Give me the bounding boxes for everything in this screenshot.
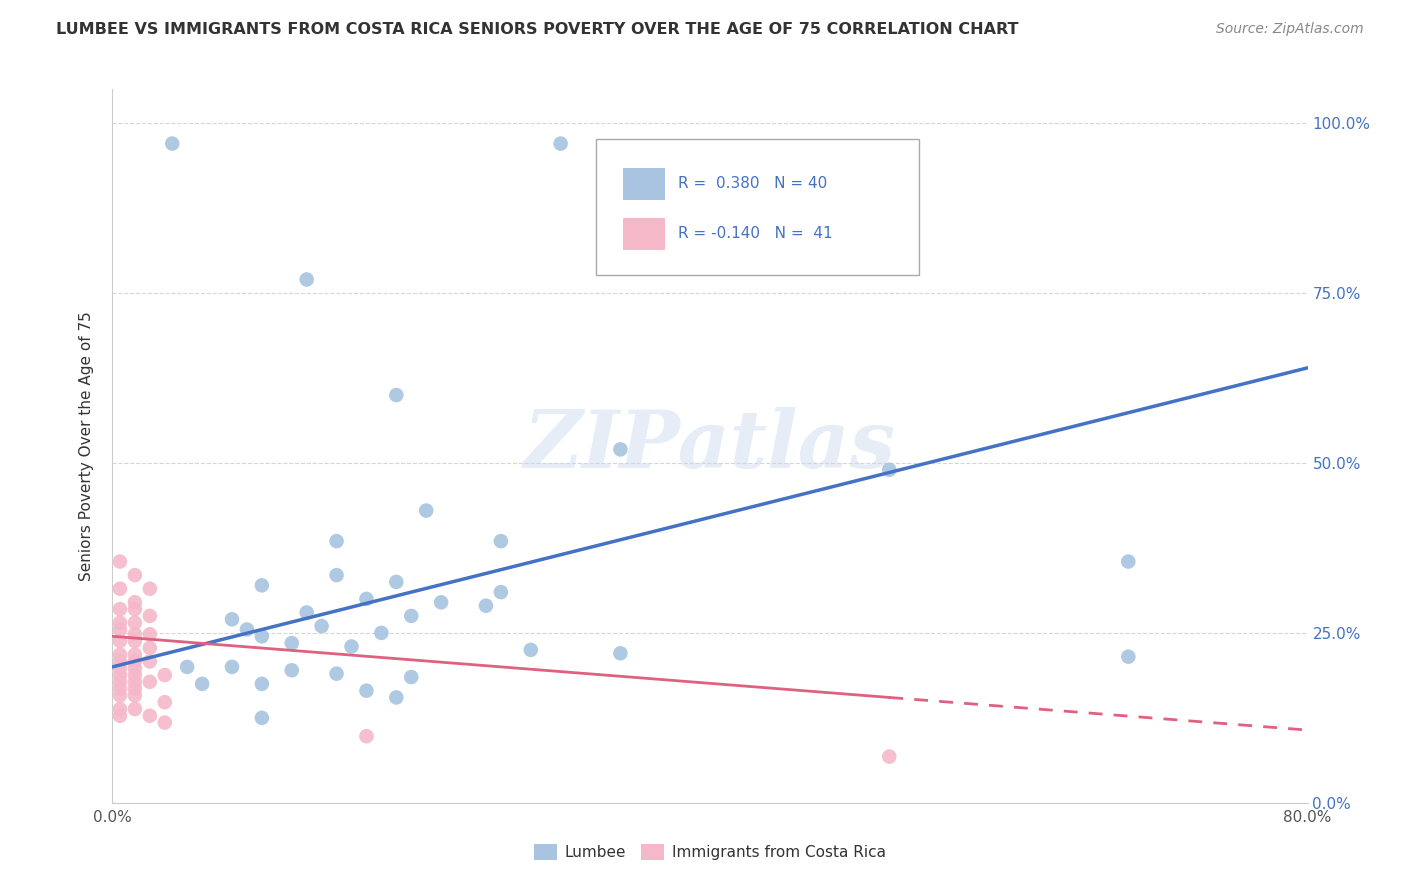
Point [108, 634, 131, 648]
Point [162, 136, 183, 151]
Point [108, 615, 131, 630]
Point [108, 661, 131, 675]
Point [191, 677, 214, 691]
Point [108, 555, 131, 569]
Point [108, 602, 131, 616]
Point [879, 463, 901, 477]
Point [124, 655, 146, 669]
Point [108, 681, 131, 696]
Point [139, 674, 162, 689]
Point [221, 612, 243, 626]
Point [124, 602, 146, 616]
Point [401, 670, 423, 684]
Text: R = -0.140   N =  41: R = -0.140 N = 41 [678, 226, 832, 241]
Point [370, 626, 392, 640]
Point [124, 634, 146, 648]
Point [108, 708, 131, 723]
Point [295, 606, 318, 620]
Point [124, 668, 146, 682]
Point [124, 615, 146, 630]
Point [609, 442, 631, 457]
Point [124, 648, 146, 662]
Legend: Lumbee, Immigrants from Costa Rica: Lumbee, Immigrants from Costa Rica [529, 838, 891, 866]
Point [1118, 555, 1140, 569]
Point [489, 534, 512, 549]
Point [124, 627, 146, 641]
Text: ZIPatlas: ZIPatlas [524, 408, 896, 484]
Y-axis label: Seniors Poverty Over the Age of 75: Seniors Poverty Over the Age of 75 [79, 311, 94, 581]
Text: R =  0.380   N = 40: R = 0.380 N = 40 [678, 176, 827, 191]
Point [250, 711, 273, 725]
Point [879, 749, 901, 764]
Point [356, 729, 378, 743]
Point [250, 578, 273, 592]
Point [108, 582, 131, 596]
Point [385, 690, 408, 705]
Point [609, 646, 631, 660]
Point [153, 695, 176, 709]
Point [430, 595, 453, 609]
Point [325, 666, 347, 681]
Point [108, 668, 131, 682]
Point [139, 627, 162, 641]
Point [295, 272, 318, 286]
Point [221, 660, 243, 674]
Point [385, 388, 408, 402]
Point [139, 640, 162, 655]
Bar [623, 168, 665, 200]
Point [139, 655, 162, 669]
Point [1326, 136, 1348, 151]
FancyBboxPatch shape [596, 139, 920, 275]
Text: LUMBEE VS IMMIGRANTS FROM COSTA RICA SENIORS POVERTY OVER THE AGE OF 75 CORRELAT: LUMBEE VS IMMIGRANTS FROM COSTA RICA SEN… [56, 22, 1019, 37]
Point [153, 668, 176, 682]
Point [340, 640, 363, 654]
Point [489, 585, 512, 599]
Point [108, 689, 131, 703]
Point [311, 619, 333, 633]
Point [356, 591, 378, 606]
Point [356, 683, 378, 698]
Point [325, 568, 347, 582]
Point [124, 702, 146, 716]
Point [236, 623, 259, 637]
Point [108, 655, 131, 669]
Point [250, 629, 273, 643]
Point [139, 582, 162, 596]
Point [124, 681, 146, 696]
Point [475, 599, 498, 613]
Point [124, 661, 146, 675]
Point [281, 663, 304, 677]
Point [124, 689, 146, 703]
Point [153, 715, 176, 730]
Point [108, 702, 131, 716]
Point [124, 595, 146, 609]
Point [401, 608, 423, 623]
Point [415, 503, 437, 517]
Point [385, 574, 408, 589]
Point [1118, 649, 1140, 664]
Point [550, 136, 572, 151]
Bar [623, 218, 665, 250]
Point [176, 660, 198, 674]
Point [124, 674, 146, 689]
Point [108, 623, 131, 637]
Text: Source: ZipAtlas.com: Source: ZipAtlas.com [1216, 22, 1364, 37]
Point [108, 648, 131, 662]
Point [325, 534, 347, 549]
Point [250, 677, 273, 691]
Point [281, 636, 304, 650]
Point [139, 608, 162, 623]
Point [520, 643, 543, 657]
Point [124, 568, 146, 582]
Point [108, 674, 131, 689]
Point [139, 708, 162, 723]
